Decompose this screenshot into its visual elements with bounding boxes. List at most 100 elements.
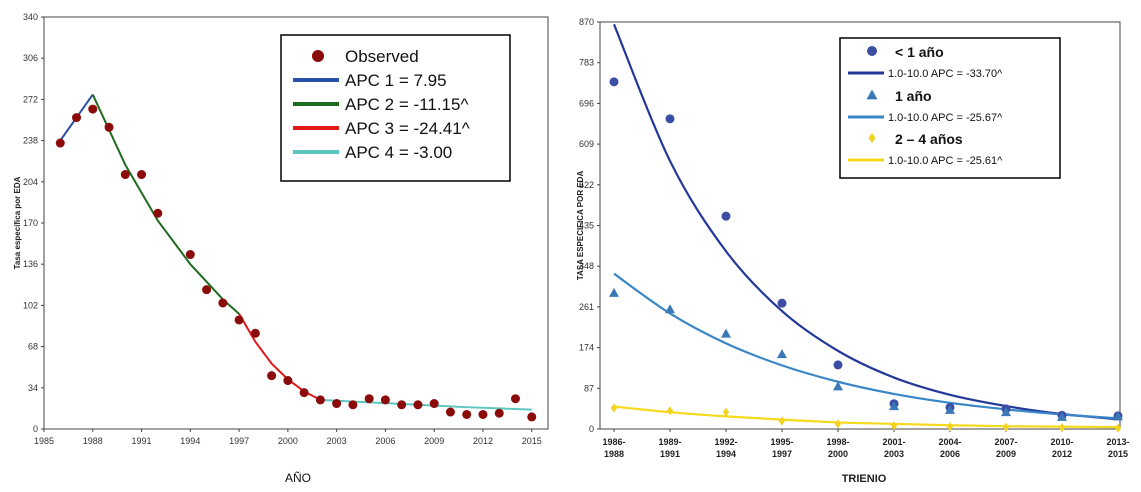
observed-point (72, 113, 82, 123)
observed-point (777, 349, 787, 359)
y-axis-label: Tasa específica por EDA (13, 176, 22, 269)
x-axis-label: TRIENIO (842, 473, 887, 485)
x-tick-label: 1995-1997 (770, 437, 793, 459)
legend-label: < 1 año (895, 44, 944, 60)
observed-point (332, 399, 342, 409)
observed-point (120, 170, 130, 180)
observed-point (267, 371, 277, 381)
x-tick-label: 2001-2003 (882, 437, 905, 459)
y-tick-label: 0 (33, 424, 38, 434)
chart-apc-by-year: 0 34 68 102 136 170 204 238 272 306 340 1985 1988 199… (13, 12, 549, 485)
legend-marker (868, 133, 876, 143)
series-line (613, 272, 1119, 420)
legend-label: 1.0-10.0 APC = -25.61^ (888, 155, 1003, 167)
observed-point (413, 400, 423, 410)
observed-point (1001, 407, 1011, 417)
observed-point (510, 394, 520, 404)
observed-point (889, 401, 899, 411)
y-tick-label: 174 (579, 343, 594, 353)
y-tick-label: 348 (579, 261, 594, 271)
observed-point (218, 298, 228, 308)
observed-point (364, 394, 374, 404)
y-tick-label: 136 (23, 259, 38, 269)
legend-label: 1.0-10.0 APC = -25.67^ (888, 112, 1003, 124)
x-tick-label: 2006 (375, 436, 395, 446)
y-tick-label: 272 (23, 94, 38, 104)
y-axis-label: TASA ESPECIFICA POR EDA (576, 171, 585, 281)
y-tick-label: 170 (23, 218, 38, 228)
observed-point (890, 421, 898, 431)
legend-box (839, 37, 1061, 179)
legend-label: 1 año (895, 88, 932, 104)
y-tick-label: 68 (28, 342, 38, 352)
legend-label: APC 3 = -24.41^ (345, 119, 470, 138)
observed-point (202, 285, 212, 295)
x-tick-label: 1985 (34, 436, 54, 446)
x-tick-label: 2000 (278, 436, 298, 446)
observed-point (315, 395, 325, 405)
legend-marker (867, 46, 877, 56)
observed-point (665, 114, 675, 124)
x-tick-label: 1997 (229, 436, 249, 446)
x-tick-label: 1992-1994 (714, 437, 737, 459)
observed-point (429, 399, 439, 409)
x-tick-label: 1994 (180, 436, 200, 446)
series-line (612, 23, 1119, 421)
observed-point (1002, 422, 1010, 432)
y-tick-label: 238 (23, 136, 38, 146)
legend-label: 2 – 4 años (895, 131, 963, 147)
observed-point (665, 304, 675, 314)
chart-apc-by-triennium: 0 87 174 261 348 435 522 609 696 783 870 1986-1988 1… (576, 17, 1130, 485)
observed-point (88, 104, 98, 114)
observed-point (380, 395, 390, 405)
observed-point (104, 122, 114, 132)
y-tick-label: 87 (584, 383, 594, 393)
observed-point (1057, 411, 1067, 421)
observed-point (348, 400, 358, 410)
observed-point (778, 416, 786, 426)
x-tick-label: 1991 (132, 436, 152, 446)
x-tick-label: 1989-1991 (658, 437, 681, 459)
y-tick-label: 261 (579, 302, 594, 312)
observed-point (721, 328, 731, 338)
observed-point (462, 409, 472, 419)
observed-point (833, 360, 843, 370)
x-tick-label: 2013-2015 (1106, 437, 1129, 459)
observed-point (610, 403, 618, 413)
observed-point (185, 250, 195, 260)
observed-point (137, 170, 147, 180)
y-tick-label: 609 (579, 139, 594, 149)
x-tick-label: 1986-1988 (602, 437, 625, 459)
observed-point (1113, 411, 1123, 421)
x-tick-label: 2004-2006 (938, 437, 961, 459)
x-tick-label: 1988 (83, 436, 103, 446)
y-tick-label: 696 (579, 98, 594, 108)
observed-point (609, 77, 619, 87)
observed-point (234, 315, 244, 325)
observed-point (777, 298, 787, 308)
legend-marker (866, 89, 878, 100)
observed-point (609, 287, 619, 297)
legend-label: APC 2 = -11.15^ (345, 95, 468, 114)
observed-point (397, 400, 407, 410)
legend-label: Observed (345, 47, 419, 66)
x-tick-label: 2010-2012 (1050, 437, 1073, 459)
observed-point (666, 406, 674, 416)
observed-point (722, 407, 730, 417)
observed-point (833, 381, 843, 391)
observed-point (721, 211, 731, 221)
observed-point (1114, 423, 1122, 433)
x-tick-label: 1998-2000 (826, 437, 849, 459)
observed-point (478, 409, 488, 419)
observed-point (445, 407, 455, 417)
observed-point (945, 404, 955, 414)
observed-point (946, 422, 954, 432)
y-tick-label: 0 (589, 424, 594, 434)
observed-point (299, 388, 309, 398)
observed-point (55, 138, 65, 148)
x-tick-label: 2007-2009 (994, 437, 1017, 459)
observed-point (1058, 423, 1066, 433)
x-axis-label: AÑO (285, 471, 311, 485)
y-tick-label: 306 (23, 53, 38, 63)
x-tick-label: 2009 (424, 436, 444, 446)
